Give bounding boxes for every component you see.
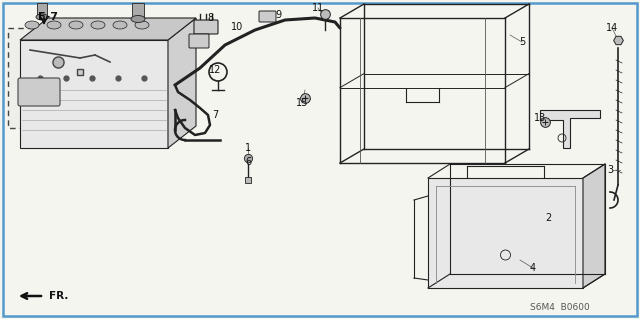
Text: 8: 8: [207, 13, 213, 23]
Text: 14: 14: [606, 23, 618, 33]
Polygon shape: [168, 18, 196, 148]
Ellipse shape: [113, 21, 127, 29]
Text: 7: 7: [212, 110, 218, 120]
Text: E-7: E-7: [38, 12, 58, 22]
Text: 1: 1: [245, 143, 251, 153]
Ellipse shape: [135, 21, 149, 29]
Ellipse shape: [25, 21, 39, 29]
Text: 6: 6: [245, 157, 251, 167]
FancyBboxPatch shape: [189, 34, 209, 48]
Text: 9: 9: [275, 10, 281, 20]
Polygon shape: [132, 3, 144, 19]
Ellipse shape: [131, 16, 145, 23]
Text: S6M4  B0600: S6M4 B0600: [530, 302, 589, 311]
Text: 12: 12: [209, 65, 221, 75]
Ellipse shape: [69, 21, 83, 29]
Polygon shape: [20, 40, 168, 148]
Text: 10: 10: [231, 22, 243, 32]
Ellipse shape: [36, 14, 48, 20]
Text: 15: 15: [296, 98, 308, 108]
Polygon shape: [37, 3, 47, 17]
FancyBboxPatch shape: [8, 28, 156, 128]
Text: 2: 2: [545, 213, 551, 223]
FancyBboxPatch shape: [194, 20, 218, 34]
Text: FR.: FR.: [49, 291, 68, 301]
Polygon shape: [428, 178, 583, 288]
FancyBboxPatch shape: [18, 78, 60, 106]
FancyBboxPatch shape: [259, 11, 276, 22]
Ellipse shape: [91, 21, 105, 29]
Text: 11: 11: [312, 3, 324, 13]
Polygon shape: [583, 164, 605, 288]
Ellipse shape: [47, 21, 61, 29]
Polygon shape: [540, 110, 600, 148]
Text: 3: 3: [607, 165, 613, 175]
Text: 5: 5: [519, 37, 525, 47]
Text: 13: 13: [534, 113, 546, 123]
Polygon shape: [20, 18, 196, 40]
Text: 4: 4: [530, 263, 536, 273]
